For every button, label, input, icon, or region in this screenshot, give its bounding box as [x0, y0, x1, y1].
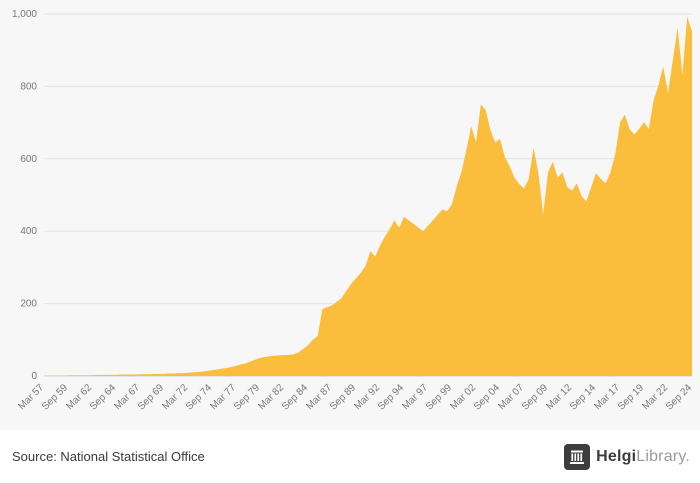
y-tick-label: 200	[20, 299, 37, 310]
x-tick-label: Sep 94	[376, 382, 406, 412]
y-tick-label: 0	[31, 371, 37, 382]
x-tick-label: Sep 59	[40, 382, 70, 412]
logo-wordmark: HelgiLibrary.	[596, 448, 690, 466]
logo-dot: .	[685, 447, 690, 465]
helgi-library-logo: HelgiLibrary.	[564, 443, 690, 470]
x-tick-label: Sep 14	[568, 382, 598, 412]
x-tick-label: Sep 19	[616, 382, 646, 412]
x-tick-label: Sep 04	[472, 382, 502, 412]
x-tick-label: Sep 24	[664, 382, 694, 412]
y-tick-label: 800	[20, 81, 37, 92]
library-building-icon	[564, 443, 591, 470]
x-tick-label: Sep 64	[88, 382, 118, 412]
x-tick-label: Sep 09	[520, 382, 550, 412]
y-tick-label: 1,000	[12, 9, 37, 20]
y-tick-label: 600	[20, 154, 37, 165]
chart-area: 0 200 400 600 800 1,000 Mar 57 Sep 59 Mar 62 Sep …	[12, 9, 694, 413]
y-axis-labels: 0 200 400 600 800 1,000	[12, 9, 37, 382]
source-text: Source: National Statistical Office	[12, 449, 205, 464]
x-tick-label: Sep 84	[280, 382, 310, 412]
x-tick-label: Sep 69	[136, 382, 166, 412]
x-tick-label: Sep 99	[424, 382, 454, 412]
logo-helgi-text: Helgi	[596, 447, 637, 465]
x-tick-label: Sep 79	[232, 382, 262, 412]
logo-library-text: Library	[636, 447, 686, 465]
x-tick-label: Sep 74	[184, 382, 214, 412]
area-series	[44, 16, 692, 377]
y-tick-label: 400	[20, 226, 37, 237]
library-columns-glyph	[570, 450, 585, 464]
footer: Source: National Statistical Office Helg…	[0, 430, 700, 483]
x-tick-label: Sep 89	[328, 382, 358, 412]
